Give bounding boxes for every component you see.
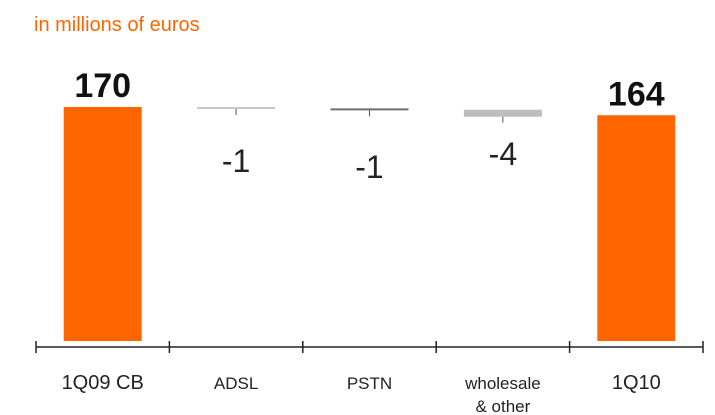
category-label-2: PSTN bbox=[347, 374, 392, 393]
value-label-1: -1 bbox=[222, 143, 250, 179]
chart-subtitle: in millions of euros bbox=[34, 14, 200, 36]
category-label-1: ADSL bbox=[214, 374, 258, 393]
category-label-3: & other bbox=[475, 397, 530, 415]
category-label-0: 1Q09 CB bbox=[62, 372, 144, 394]
bar-0 bbox=[63, 107, 142, 341]
value-label-4: 164 bbox=[608, 75, 665, 113]
value-label-3: -4 bbox=[489, 136, 517, 172]
bar-2 bbox=[330, 108, 409, 111]
value-label-0: 170 bbox=[74, 67, 131, 105]
category-label-3: wholesale bbox=[464, 374, 541, 393]
bar-3 bbox=[463, 109, 542, 117]
bar-1 bbox=[197, 107, 276, 109]
bar-4 bbox=[597, 115, 676, 342]
value-label-2: -1 bbox=[355, 149, 383, 185]
category-label-4: 1Q10 bbox=[612, 372, 661, 394]
